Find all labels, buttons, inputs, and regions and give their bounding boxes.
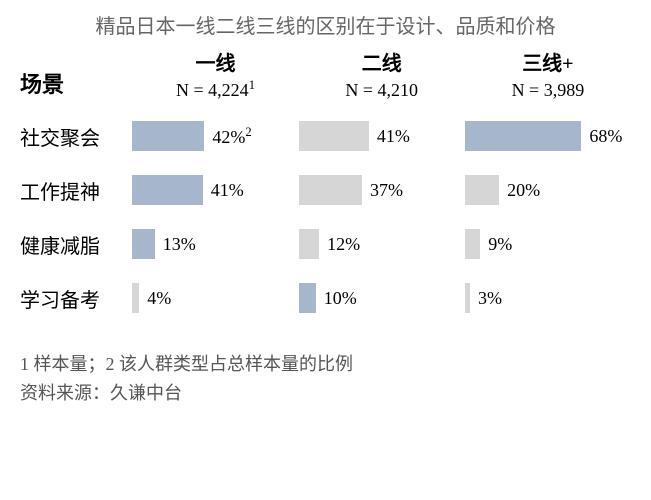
- footnotes: 1 样本量；2 该人群类型占总样本量的比例 资料来源：久谦中台: [20, 350, 631, 408]
- bar-value-label: 68%: [589, 126, 622, 147]
- col-header-0: 一线 N = 4,2241: [132, 47, 298, 101]
- bar-value-label: 3%: [478, 288, 502, 309]
- data-row: 学习备考 4% 10% 3%: [20, 281, 631, 315]
- col-title: 三线+: [465, 47, 631, 76]
- bar: [299, 121, 369, 151]
- bar-cell: 4%: [132, 283, 298, 313]
- row-label: 社交聚会: [20, 122, 132, 151]
- bar-value-label: 12%: [327, 234, 360, 255]
- bar: [132, 283, 139, 313]
- chart-rows: 社交聚会 42%2 41% 68% 工作提神 41% 37% 20% 健康减脂 13% 12% 9% 学…: [20, 119, 631, 315]
- bar: [132, 121, 204, 151]
- bar-value-label: 41%: [211, 180, 244, 201]
- row-label: 健康减脂: [20, 230, 132, 259]
- page-title: 精品日本一线二线三线的区别在于设计、品质和价格: [20, 10, 631, 39]
- bar-value-label: 42%2: [212, 125, 251, 148]
- bar-cell: 41%: [132, 175, 298, 205]
- col-title: 一线: [132, 47, 298, 76]
- footnote-2: 资料来源：久谦中台: [20, 379, 631, 408]
- bar: [465, 283, 470, 313]
- bar-value-label: 37%: [370, 180, 403, 201]
- scene-header: 场景: [20, 67, 132, 101]
- header-row: 场景 一线 N = 4,2241 二线 N = 4,210 三线+ N = 3,…: [20, 47, 631, 101]
- bar: [465, 229, 480, 259]
- bar-cell: 9%: [465, 229, 631, 259]
- col-n: N = 4,2241: [132, 78, 298, 101]
- col-header-2: 三线+ N = 3,989: [465, 47, 631, 101]
- col-n: N = 4,210: [299, 78, 465, 101]
- col-n: N = 3,989: [465, 78, 631, 101]
- footnote-1: 1 样本量；2 该人群类型占总样本量的比例: [20, 350, 631, 379]
- col-title: 二线: [299, 47, 465, 76]
- bar-cell: 42%2: [132, 121, 298, 151]
- data-row: 社交聚会 42%2 41% 68%: [20, 119, 631, 153]
- bar-value-label: 41%: [377, 126, 410, 147]
- bar-value-label: 13%: [163, 234, 196, 255]
- bar-cell: 10%: [299, 283, 465, 313]
- bar: [299, 175, 362, 205]
- bar-value-label: 20%: [507, 180, 540, 201]
- bar: [465, 121, 582, 151]
- bar-value-label: 10%: [324, 288, 357, 309]
- col-header-1: 二线 N = 4,210: [299, 47, 465, 101]
- bar-cell: 13%: [132, 229, 298, 259]
- bar: [132, 229, 154, 259]
- bar-cell: 3%: [465, 283, 631, 313]
- bar-cell: 41%: [299, 121, 465, 151]
- bar: [465, 175, 499, 205]
- data-row: 健康减脂 13% 12% 9%: [20, 227, 631, 261]
- bar-value-label: 4%: [147, 288, 171, 309]
- bar: [299, 229, 320, 259]
- row-label: 工作提神: [20, 176, 132, 205]
- bar-cell: 12%: [299, 229, 465, 259]
- data-row: 工作提神 41% 37% 20%: [20, 173, 631, 207]
- bar-cell: 20%: [465, 175, 631, 205]
- bar: [132, 175, 202, 205]
- bar: [299, 283, 316, 313]
- bar-value-label: 9%: [488, 234, 512, 255]
- bar-cell: 37%: [299, 175, 465, 205]
- bar-cell: 68%: [465, 121, 631, 151]
- row-label: 学习备考: [20, 284, 132, 313]
